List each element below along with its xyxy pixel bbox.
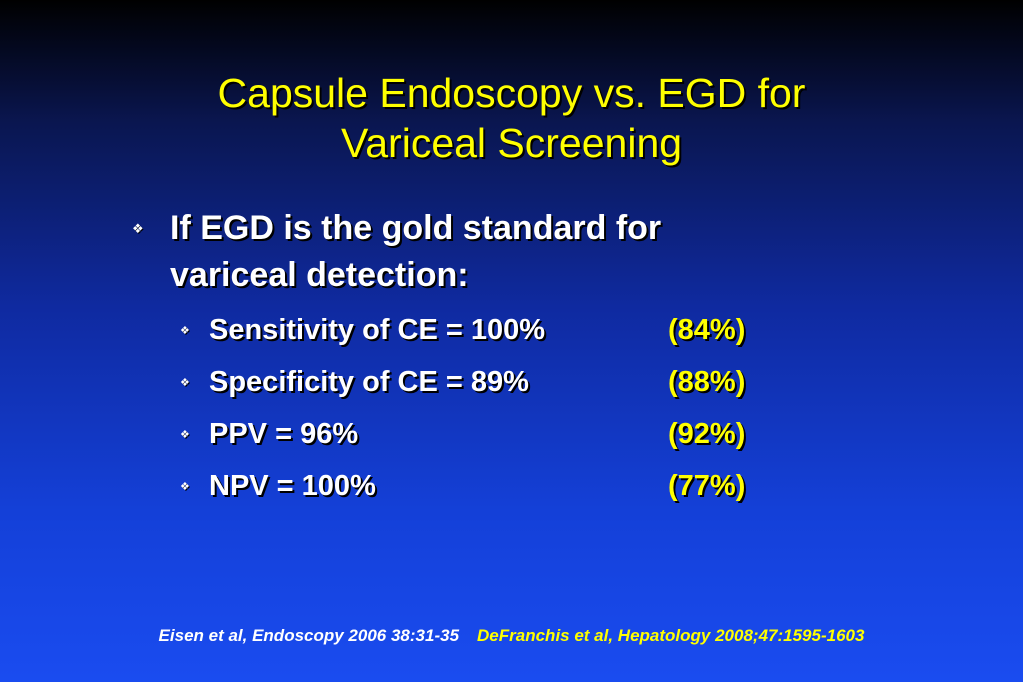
sub-bullet-label: Specificity of CE = 89% <box>209 366 529 398</box>
sub-bullet-sensitivity: ❖ Sensitivity of CE = 100% (84%) <box>180 308 800 360</box>
main-bullet-text: If EGD is the gold standard for variceal… <box>170 205 661 299</box>
sub-bullet-value: (88%) <box>668 366 746 398</box>
sub-bullet-ppv: ❖ PPV = 96% (92%) <box>180 412 800 464</box>
slide-title: Capsule Endoscopy vs. EGD for Variceal S… <box>0 68 1023 168</box>
sub-bullet-label: Sensitivity of CE = 100% <box>209 314 546 346</box>
sub-bullet-value: (77%) <box>668 470 746 502</box>
main-bullet-line2: variceal detection: <box>170 256 469 294</box>
citation-defranchis: DeFranchis et al, Hepatology 2008;47:159… <box>477 626 865 645</box>
sub-bullet-npv: ❖ NPV = 100% (77%) <box>180 464 800 516</box>
sub-bullet-value: (84%) <box>668 314 746 346</box>
sub-bullet-list: ❖ Sensitivity of CE = 100% (84%) ❖ Speci… <box>180 308 800 516</box>
sub-bullet-label: PPV = 96% <box>209 418 359 450</box>
footer-citations: Eisen et al, Endoscopy 2006 38:31-35 DeFr… <box>0 626 1023 646</box>
sub-bullet-specificity: ❖ Specificity of CE = 89% (88%) <box>180 360 800 412</box>
slide-title-line2: Variceal Screening <box>340 120 683 166</box>
sub-bullet-value: (92%) <box>668 418 746 450</box>
sub-bullet-label: NPV = 100% <box>209 470 376 502</box>
bullet-diamond-icon: ❖ <box>132 221 144 236</box>
bullet-diamond-icon: ❖ <box>180 325 190 337</box>
main-bullet-line1: If EGD is the gold standard for <box>170 209 662 247</box>
bullet-diamond-icon: ❖ <box>180 429 190 441</box>
slide-title-line1: Capsule Endoscopy vs. EGD for <box>217 70 806 116</box>
citation-eisen: Eisen et al, Endoscopy 2006 38:31-35 <box>158 626 460 645</box>
bullet-diamond-icon: ❖ <box>180 481 190 493</box>
bullet-diamond-icon: ❖ <box>180 377 190 389</box>
